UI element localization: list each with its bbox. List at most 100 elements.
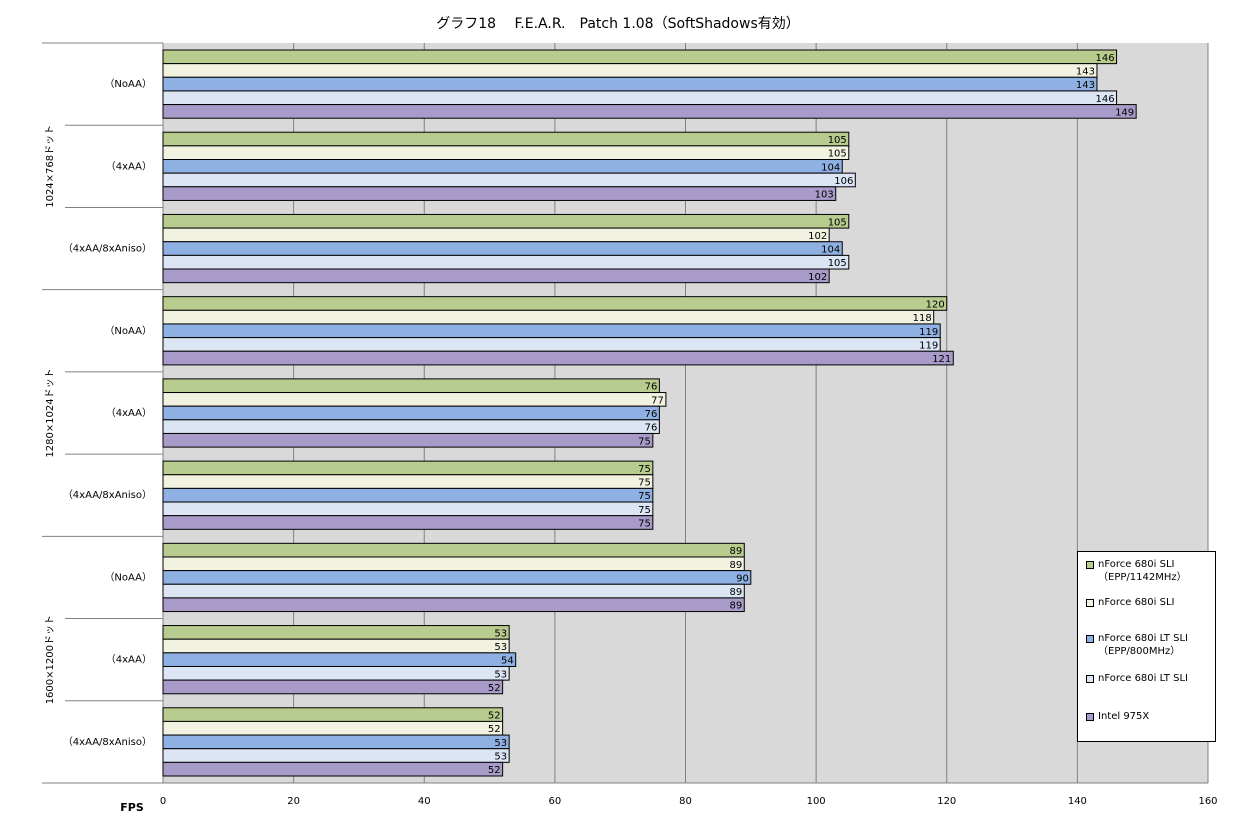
bar — [162, 487, 654, 503]
y-tick-label: （NoAA） — [104, 78, 152, 90]
legend-label: nForce 680i SLI — [1098, 597, 1175, 608]
value-label: 76 — [645, 382, 658, 393]
bar — [162, 665, 510, 681]
x-tick-label: 100 — [807, 796, 826, 807]
y-tick-label: （4xAA/8xAniso） — [63, 243, 152, 255]
group-label: 1024×768ドット — [45, 125, 56, 208]
value-label: 75 — [638, 491, 651, 502]
bar — [162, 296, 948, 311]
value-label: 103 — [815, 190, 834, 201]
bar — [162, 145, 850, 161]
value-label: 53 — [494, 628, 507, 639]
value-label: 89 — [730, 560, 743, 571]
value-label: 75 — [638, 505, 651, 516]
value-label: 52 — [488, 724, 501, 735]
bar — [162, 652, 517, 667]
bar — [162, 268, 830, 284]
value-label: 77 — [651, 395, 664, 406]
bar — [162, 515, 654, 530]
bar — [162, 350, 954, 366]
group-label: 1600×1200ドット — [45, 615, 56, 704]
group-label: 1280×1024ドット — [45, 368, 56, 457]
legend-label: Intel 975X — [1098, 711, 1150, 722]
value-label: 75 — [638, 478, 651, 489]
legend-item: nForce 680i SLI （EPP/1142MHz） — [1086, 558, 1187, 584]
legend-item: nForce 680i LT SLI — [1086, 672, 1188, 685]
bar — [162, 597, 745, 613]
value-label: 76 — [645, 423, 658, 434]
value-label: 143 — [1076, 66, 1095, 77]
bar — [162, 720, 504, 736]
legend-swatch — [1086, 635, 1094, 643]
bar — [162, 309, 935, 325]
legend-item: Intel 975X — [1086, 710, 1149, 723]
value-label: 53 — [494, 738, 507, 749]
value-label: 104 — [821, 162, 840, 173]
bar — [162, 734, 510, 750]
value-label: 119 — [919, 327, 938, 338]
bar — [162, 638, 510, 654]
x-axis-label: FPS — [120, 801, 144, 814]
value-label: 105 — [828, 149, 847, 160]
bar — [162, 748, 510, 763]
bar — [162, 254, 850, 270]
legend-swatch — [1086, 561, 1094, 569]
value-label: 106 — [834, 176, 853, 187]
bar — [162, 323, 941, 339]
value-label: 121 — [932, 354, 951, 365]
value-label: 54 — [501, 656, 514, 667]
bar — [162, 392, 667, 407]
x-tick-label: 120 — [937, 796, 956, 807]
value-label: 89 — [730, 546, 743, 557]
bar — [162, 679, 504, 695]
value-label: 52 — [488, 765, 501, 776]
value-label: 118 — [913, 313, 932, 324]
legend-label: nForce 680i LT SLI （EPP/800MHz） — [1098, 633, 1188, 657]
value-label: 102 — [808, 231, 827, 242]
bar — [162, 474, 654, 489]
bar — [162, 172, 856, 188]
value-label: 102 — [808, 272, 827, 283]
value-label: 119 — [919, 340, 938, 351]
value-label: 75 — [638, 464, 651, 475]
x-tick-label: 20 — [287, 796, 300, 807]
x-tick-label: 160 — [1198, 796, 1217, 807]
value-label: 146 — [1095, 94, 1114, 105]
y-tick-label: （NoAA） — [104, 325, 152, 337]
legend-swatch — [1086, 713, 1094, 721]
value-label: 90 — [736, 573, 749, 584]
bar — [162, 460, 654, 476]
bar — [162, 761, 504, 777]
bar — [162, 227, 830, 243]
bar — [162, 49, 1118, 65]
bar — [162, 63, 1098, 78]
value-label: 53 — [494, 752, 507, 763]
y-tick-label: （4xAA/8xAniso） — [63, 489, 152, 501]
x-tick-label: 40 — [418, 796, 431, 807]
legend-item: nForce 680i LT SLI （EPP/800MHz） — [1086, 632, 1188, 658]
bar — [162, 583, 745, 599]
value-label: 146 — [1095, 53, 1114, 64]
value-label: 53 — [494, 669, 507, 680]
bar — [162, 625, 510, 640]
y-tick-label: （4xAA/8xAniso） — [63, 736, 152, 748]
legend-item: nForce 680i SLI — [1086, 596, 1174, 609]
bar — [162, 90, 1118, 106]
bar — [162, 432, 654, 448]
bar — [162, 570, 752, 585]
legend: nForce 680i SLI （EPP/1142MHz） nForce 680i… — [1077, 551, 1216, 742]
value-label: 75 — [638, 436, 651, 447]
bar — [162, 405, 660, 421]
y-tick-label: （4xAA） — [106, 654, 152, 666]
value-label: 76 — [645, 409, 658, 420]
value-label: 105 — [828, 135, 847, 146]
legend-swatch — [1086, 599, 1094, 607]
value-label: 89 — [730, 601, 743, 612]
x-tick-label: 60 — [549, 796, 562, 807]
bar — [162, 76, 1098, 92]
bar — [162, 159, 843, 174]
y-tick-label: （NoAA） — [104, 571, 152, 583]
y-tick-label: （4xAA） — [106, 160, 152, 172]
value-label: 104 — [821, 245, 840, 256]
